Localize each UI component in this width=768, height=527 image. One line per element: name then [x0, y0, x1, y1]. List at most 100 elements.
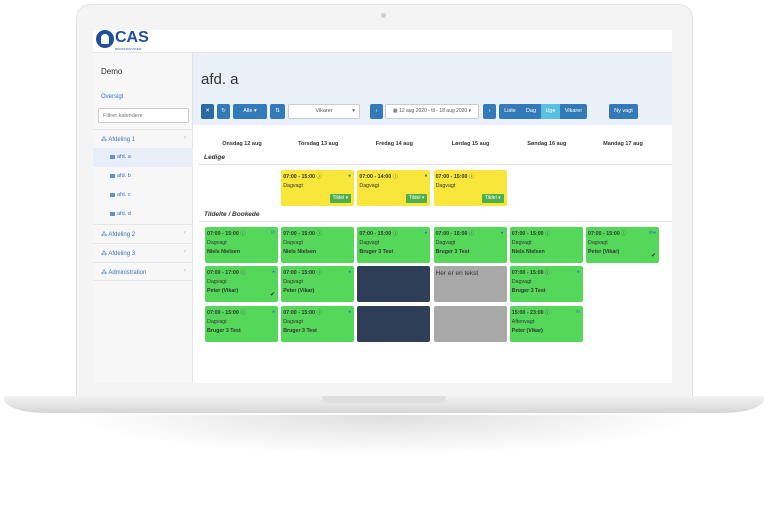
help-icon: ⓘ: [238, 310, 246, 316]
sidebar-item-afd-b[interactable]: afd. b: [93, 167, 193, 186]
assign-dropdown-button[interactable]: Tildel ▾: [329, 194, 352, 203]
sidebar-item-afd-a[interactable]: afd. a: [93, 148, 193, 167]
open-shift-card[interactable]: 07:00 - 14:00 ⓘ Dagvagt ● Tildel ▾: [357, 170, 431, 206]
calendar-icon: ▦: [392, 108, 400, 114]
booked-shift-card[interactable]: 07:00 - 15:00 ⓘ Dagvagt Peter (Vikar) ●: [281, 266, 355, 302]
comment-icon: ●: [500, 230, 504, 236]
booked-shift-card[interactable]: 07:00 - 15:00 ⓘ Dagvagt Bruger 3 Test ●: [281, 306, 355, 342]
check-icon: ✔: [269, 292, 275, 298]
shift-time: 07:00 - 15:00 ⓘ: [283, 310, 322, 316]
booked-shift-card[interactable]: 07:00 - 15:00 ⓘ Dagvagt Peter (Vikar) ✉● ✔: [586, 227, 659, 263]
shift-time: 07:00 - 15:00 ⓘ: [511, 231, 551, 237]
main-header: afd. a ✕ ↻ Alle ▾ ⇅ Vikarer ▾ ‹ ▦ 12 aug…: [193, 53, 672, 125]
sidebar-item-afd-d[interactable]: afd. d: [93, 205, 193, 224]
help-icon: ⓘ: [315, 231, 322, 237]
shift-time: 07:00 - 17:00 ⓘ: [207, 270, 246, 276]
sidebar-overview-link[interactable]: Oversigt: [101, 94, 124, 100]
sidebar-item-afdeling-1[interactable]: ⁂ Afdeling 1 ‹: [93, 129, 193, 148]
help-icon: ⓘ: [543, 231, 551, 237]
shift-time: 07:00 - 15:00 ⓘ: [207, 310, 246, 316]
view-liste-button[interactable]: Liste: [499, 104, 521, 119]
sidebar-item-label: Afdeling 1: [108, 137, 136, 143]
app-screen: CAS BOOKINGSYSTEM Demo Oversigt ⁂ Afdeli…: [93, 30, 672, 383]
sitemap-icon: ⁂: [101, 137, 109, 143]
sort-icon: ⇅: [275, 108, 280, 114]
sidebar-item-label: afd. c: [117, 192, 131, 198]
sidebar-item-label: Afdeling 3: [108, 251, 136, 257]
laptop-notch: [322, 396, 446, 403]
logo[interactable]: CAS: [96, 30, 149, 48]
assigned-person: Bruger 3 Test: [435, 249, 470, 255]
mail-icon: ✉: [270, 230, 275, 236]
help-icon: ⓘ: [543, 270, 551, 276]
fullscreen-button[interactable]: ✕: [201, 104, 214, 119]
refresh-button[interactable]: ↻: [217, 104, 230, 119]
next-week-button[interactable]: ›: [483, 104, 496, 119]
blocked-cell[interactable]: [357, 266, 431, 302]
logo-text: CAS: [115, 30, 149, 46]
comment-icon: ●: [348, 309, 352, 315]
help-icon: ⓘ: [619, 231, 627, 237]
comment-icon: ●: [271, 269, 275, 275]
prev-week-button[interactable]: ‹: [370, 104, 383, 119]
view-vikarer-button[interactable]: Vikarer: [560, 104, 587, 119]
blocked-cell[interactable]: [433, 306, 507, 342]
shift-time: 07:00 - 15:00 ⓘ: [283, 231, 322, 237]
booked-shift-card[interactable]: 07:00 - 15:00 ⓘ Dagvagt Bruger 3 Test ●: [509, 266, 583, 302]
booked-shift-card[interactable]: 07:00 - 15:00 ⓘ Dagvagt Niels Nielsen: [509, 227, 583, 263]
filter-all-dropdown[interactable]: Alle ▾: [233, 104, 267, 119]
comment-icon: ●: [424, 230, 428, 236]
laptop-camera: [381, 13, 386, 18]
divider: [199, 164, 672, 165]
chevron-left-icon: ‹: [184, 135, 186, 141]
caret-down-icon: ▾: [352, 108, 355, 114]
shift-type: Dagvagt: [588, 240, 608, 246]
assign-dropdown-button[interactable]: Tildel ▾: [481, 194, 504, 203]
assign-dropdown-button[interactable]: Tildel ▾: [405, 194, 428, 203]
help-icon: ⓘ: [315, 310, 322, 316]
shift-type: Dagvagt: [283, 319, 303, 325]
help-icon: ⓘ: [315, 174, 322, 180]
assigned-person: Niels Nielsen: [207, 249, 240, 255]
filter-calendars-input[interactable]: [98, 108, 189, 123]
shift-time: 07:00 - 15:00 ⓘ: [283, 270, 322, 276]
booked-shift-card[interactable]: 15:00 - 23:00 ⓘ Aftenvagt Peter (Vikar) ✉: [509, 306, 583, 342]
new-shift-button[interactable]: Ny vagt: [609, 104, 638, 119]
chevron-right-icon: ›: [488, 108, 491, 114]
chevron-left-icon: ‹: [184, 268, 186, 274]
booked-shift-card[interactable]: 07:00 - 15:00 ⓘ Dagvagt Niels Nielsen: [281, 227, 355, 263]
shift-time: 07:00 - 14:00 ⓘ: [359, 174, 398, 180]
assigned-person: Niels Nielsen: [511, 249, 545, 255]
day-header: Lørdag 15 aug: [451, 141, 490, 147]
date-range-value: 12 aug 2020 - til - 18 aug 2020: [399, 108, 468, 114]
blocked-cell[interactable]: [357, 306, 431, 342]
sidebar-item-afd-c[interactable]: afd. c: [93, 186, 193, 205]
caret-down-icon: ▾: [420, 195, 425, 201]
divider: [199, 221, 672, 222]
view-uge-button[interactable]: Uge: [541, 104, 560, 119]
calendar-icon: [110, 192, 115, 197]
open-shift-card[interactable]: 07:00 - 15:00 ⓘ Dagvagt ● Tildel ▾: [281, 170, 355, 206]
sidebar-item-label: Afdeling 2: [108, 232, 136, 238]
shift-type: Dagvagt: [207, 279, 227, 285]
day-header: Torsdag 13 aug: [298, 141, 339, 147]
sort-button[interactable]: ⇅: [270, 104, 285, 119]
booked-shift-card[interactable]: 07:00 - 17:00 ⓘ Dagvagt Peter (Vikar) ● ✔: [205, 266, 278, 302]
role-select[interactable]: Vikarer ▾: [288, 104, 360, 119]
booked-shift-card[interactable]: 07:00 - 15:00 ⓘ Dagvagt Bruger 3 Test ●: [205, 306, 278, 342]
role-select-value: Vikarer: [315, 108, 333, 114]
sidebar-item-administration[interactable]: ⁂ Administration ‹: [93, 262, 193, 281]
sidebar-item-afdeling-2[interactable]: ⁂ Afdeling 2 ‹: [93, 224, 193, 243]
shift-time: 07:00 - 15:00 ⓘ: [511, 270, 551, 276]
booked-shift-card[interactable]: 07:00 - 15:00 ⓘ Dagvagt Bruger 3 Test ●: [433, 227, 507, 263]
assigned-person: Peter (Vikar): [207, 288, 239, 294]
blocked-cell[interactable]: Her er en tekst: [433, 266, 507, 302]
sidebar-item-afdeling-3[interactable]: ⁂ Afdeling 3 ‹: [93, 243, 193, 262]
open-shift-card[interactable]: 07:00 - 15:00 ⓘ Dagvagt Tildel ▾: [433, 170, 507, 206]
comment-icon: ●: [576, 269, 580, 275]
booked-shift-card[interactable]: 07:00 - 15:00 ⓘ Dagvagt Niels Nielsen ✉: [205, 227, 278, 263]
assign-label: Tildel: [484, 195, 497, 201]
date-range-picker[interactable]: ▦ 12 aug 2020 - til - 18 aug 2020 ▾: [385, 104, 479, 119]
booked-shift-card[interactable]: 07:00 - 15:00 ⓘ Dagvagt Bruger 3 Test ●: [357, 227, 431, 263]
view-dag-button[interactable]: Dag: [521, 104, 541, 119]
